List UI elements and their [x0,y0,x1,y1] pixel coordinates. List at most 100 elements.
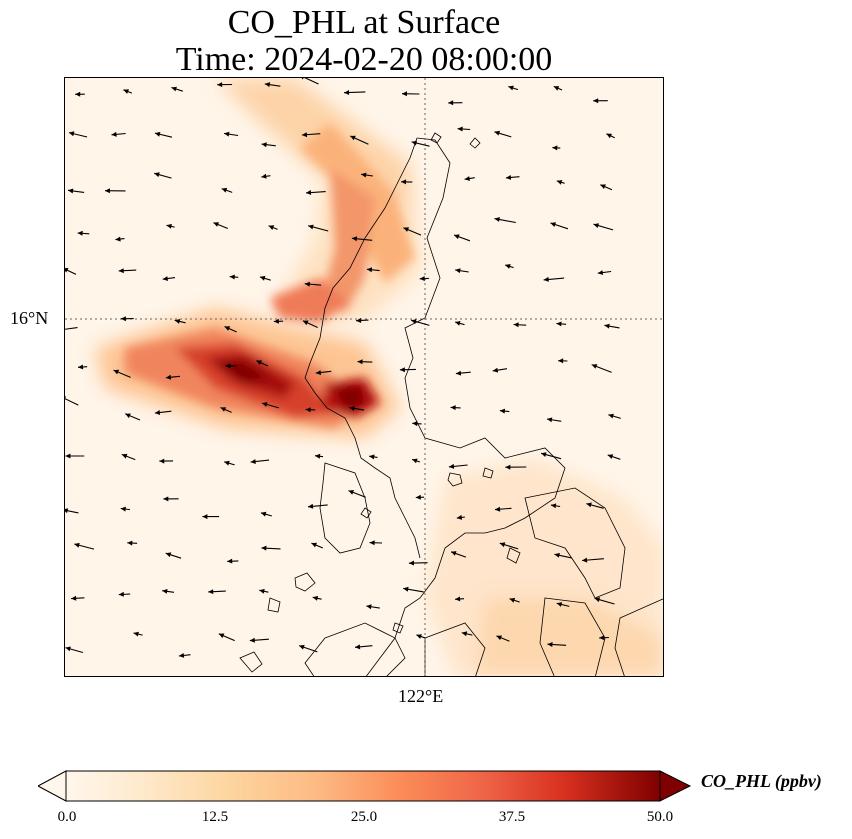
wind-vector-head [600,184,606,189]
wind-vector-head [461,631,468,637]
wind-vector-head [162,276,168,281]
wind-vector-head [111,131,117,137]
wind-vector-head [494,217,500,222]
wind-vector-head [165,552,172,558]
wind-vector-head [259,588,265,594]
wind-vector-head [118,591,124,597]
wind-vector-head [495,506,501,512]
wind-vector-head [250,459,256,464]
wind-vector-head [69,131,75,137]
wind-vector-head [366,604,372,610]
wind-vector-head [249,637,255,643]
wind-vector-head [163,496,169,502]
wind-vector-head [448,100,454,106]
wind-vector-head [412,421,418,427]
wind-vector-head [208,589,214,595]
wind-vector-head [159,458,165,464]
wind-vector-head [455,268,461,274]
wind-vector-head [105,188,110,194]
wind-vector-head [451,551,457,556]
wind-vector-head [543,276,549,282]
wind-vector-head [586,502,592,508]
wind-vector-head [256,360,262,365]
wind-vector-head [301,132,308,138]
wind-vector-head [547,417,553,423]
colorbar-min-extend [36,770,67,802]
wind-vector-head [229,274,235,280]
wind-vector-head [261,545,267,551]
wind-vector-head [268,225,275,230]
map-title-time: Time: 2024-02-20 08:00:00 [175,41,553,78]
wind-vector-head [597,270,603,275]
wind-vector-head [402,91,407,97]
wind-vector-head [162,588,168,594]
wind-vector-head [448,463,455,469]
wind-vector-head [306,190,312,195]
wind-vector-head [494,130,500,136]
wind-vector-head [505,264,511,269]
wind-vector-head [550,503,557,509]
wind-vector-head [202,514,208,520]
wind-vector-head [450,405,456,411]
wind-vector-head [455,370,462,376]
wind-vector-head [505,175,512,180]
wind-vector-head [499,542,506,548]
wind-vector-head [416,634,422,639]
wind-vector-head [71,595,77,601]
wind-vector-head [154,131,161,137]
wind-vector-head [403,227,409,232]
wind-vector-head [399,367,405,373]
wind-vector-head [607,454,614,459]
wind-vector-head [224,131,230,137]
wind-vector-head [599,635,605,641]
wind-vector-head [455,321,461,326]
colorbar [36,769,694,810]
wind-vector-head [369,540,375,546]
wind-vector-head [65,453,71,459]
wind-vector-head [304,281,310,287]
co-concentration-field [95,78,663,676]
wind-vector-head [412,458,418,464]
wind-vector-head [213,222,219,227]
wind-vector-head [464,176,470,181]
wind-vector-head [315,370,322,375]
graticule [65,78,663,676]
colorbar-gradient [65,770,661,802]
wind-vector-head [582,557,588,563]
wind-vector-head [401,179,407,185]
wind-vector-head [227,558,233,564]
wind-vector-head [120,506,126,512]
wind-vector-head [593,223,599,228]
wind-vector-head [408,560,414,566]
wind-vector-head [509,597,516,603]
wind-vector-head [308,224,314,230]
wind-vector-head [556,180,563,185]
wind-vector-head [264,82,271,88]
wind-vector-head [113,369,120,375]
wind-vector-head [121,453,128,459]
coastlines [239,132,663,676]
wind-vector-head [348,490,354,495]
wind-vector-head [259,275,266,281]
wind-vector-head [125,413,131,419]
wind-vector [65,327,78,330]
wind-vector-head [591,364,598,369]
wind-vector-head [403,586,409,592]
wind-vector-head [224,460,230,466]
wind-vector-head [361,172,367,178]
wind-vector-head [178,653,185,658]
wind-vector-head [65,646,71,652]
wind-vector-head [411,140,417,146]
wind-vector-head [220,407,227,412]
wind-vector-head [505,464,511,470]
wind-vector-head [455,596,461,602]
wind-vector [65,398,79,406]
wind-vector-head [351,236,358,242]
wind-vector-head [308,503,314,509]
map-panel [64,77,664,677]
wind-vector-head [165,374,172,380]
wind-vector-field [65,78,621,658]
wind-vector-head [593,98,599,104]
wind-vector-head [554,552,560,558]
wind-vector-head [606,133,612,139]
